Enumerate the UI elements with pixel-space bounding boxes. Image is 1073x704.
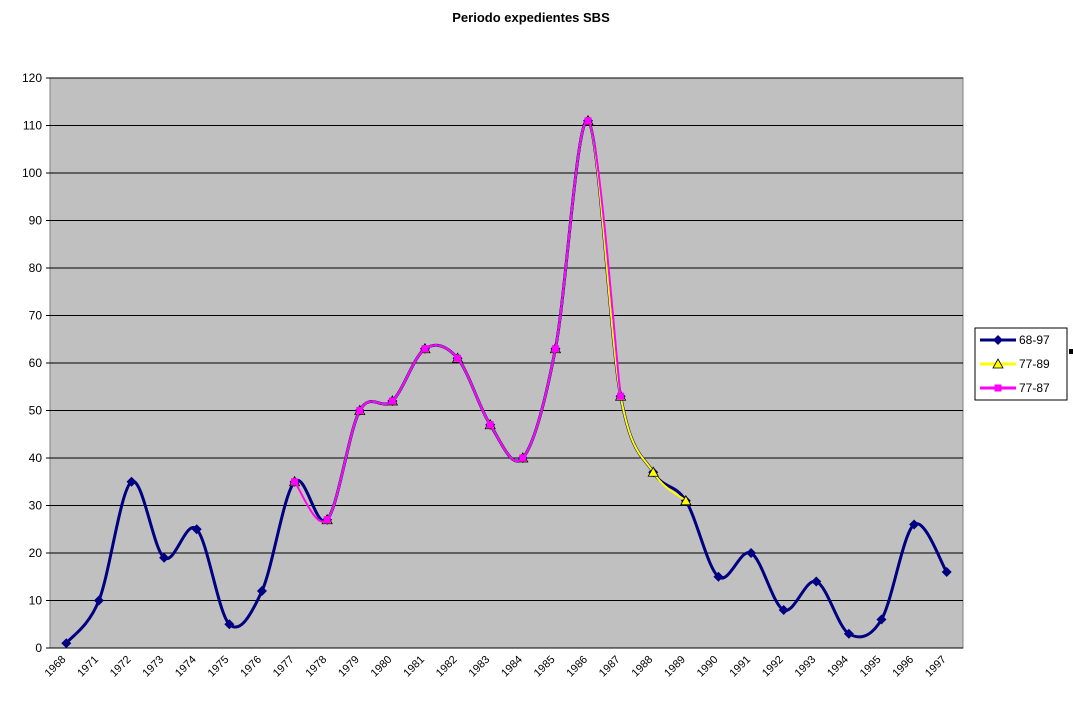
y-tick-label: 80 — [29, 261, 43, 275]
marker — [617, 392, 625, 400]
marker — [680, 494, 692, 506]
x-tick-label: 1972 — [108, 654, 134, 680]
legend-label: 77-87 — [1019, 381, 1050, 395]
x-tick-label: 1995 — [858, 654, 884, 680]
marker — [126, 476, 137, 487]
x-tick-label: 1994 — [825, 654, 851, 680]
marker — [291, 478, 299, 486]
marker — [191, 524, 202, 535]
marker — [323, 516, 331, 524]
x-tick-label: 1968 — [43, 654, 69, 680]
marker — [421, 345, 429, 353]
marker — [993, 335, 1003, 345]
marker — [876, 614, 887, 625]
marker — [93, 595, 104, 606]
x-tick-label: 1977 — [271, 654, 297, 680]
marker — [994, 384, 1002, 392]
x-tick-label: 1980 — [369, 654, 395, 680]
marker — [941, 567, 952, 577]
x-tick-label: 1971 — [75, 654, 101, 680]
handle — [1069, 349, 1073, 354]
y-tick-label: 0 — [35, 641, 42, 655]
x-tick-label: 1990 — [695, 654, 721, 680]
marker — [584, 117, 592, 125]
legend-label: 77-89 — [1019, 357, 1050, 371]
x-tick-label: 1997 — [923, 654, 949, 680]
y-tick-label: 30 — [29, 499, 43, 513]
marker — [224, 619, 235, 630]
x-tick-label: 1981 — [401, 654, 427, 680]
x-tick-label: 1991 — [727, 654, 753, 680]
x-tick-label: 1976 — [238, 654, 264, 680]
y-tick-label: 110 — [23, 119, 42, 133]
x-tick-label: 1988 — [630, 654, 656, 680]
x-tick-label: 1992 — [760, 654, 786, 680]
x-tick-label: 1996 — [890, 654, 916, 680]
marker — [388, 397, 396, 405]
chart-title: Periodo expedientes SBS — [452, 10, 610, 25]
marker — [778, 605, 789, 615]
marker — [256, 586, 267, 596]
y-tick-label: 60 — [29, 356, 43, 370]
marker — [647, 466, 659, 477]
marker — [159, 552, 170, 563]
x-tick-label: 1985 — [532, 654, 558, 680]
x-tick-label: 1983 — [467, 654, 493, 680]
x-tick-label: 1973 — [140, 654, 166, 680]
x-tick-label: 1978 — [303, 654, 329, 680]
marker — [843, 628, 854, 639]
x-tick-label: 1979 — [336, 654, 362, 680]
y-tick-label: 70 — [29, 309, 43, 323]
x-tick-label: 1993 — [793, 654, 819, 680]
y-tick-label: 90 — [29, 214, 43, 228]
x-tick-label: 1975 — [206, 654, 232, 680]
y-tick-label: 50 — [29, 404, 43, 418]
marker — [992, 358, 1004, 369]
marker — [356, 407, 364, 414]
legend-label: 68-97 — [1019, 333, 1050, 347]
marker — [713, 571, 724, 582]
marker — [551, 345, 559, 353]
marker — [519, 454, 527, 462]
x-tick-label: 1984 — [499, 654, 525, 680]
x-tick-label: 1986 — [564, 654, 590, 680]
marker — [746, 548, 757, 558]
y-tick-label: 120 — [22, 71, 42, 85]
y-tick-label: 40 — [29, 451, 43, 465]
x-tick-label: 1982 — [434, 654, 460, 680]
y-tick-label: 20 — [29, 546, 43, 560]
x-tick-label: 1974 — [173, 654, 199, 680]
marker — [811, 576, 822, 587]
y-tick-label: 100 — [22, 166, 42, 180]
y-tick-label: 10 — [29, 594, 43, 608]
marker — [909, 519, 920, 530]
marker — [61, 638, 72, 649]
x-tick-label: 1987 — [597, 654, 623, 680]
marker — [486, 421, 494, 429]
x-tick-label: 1989 — [662, 654, 688, 680]
marker — [454, 354, 462, 362]
